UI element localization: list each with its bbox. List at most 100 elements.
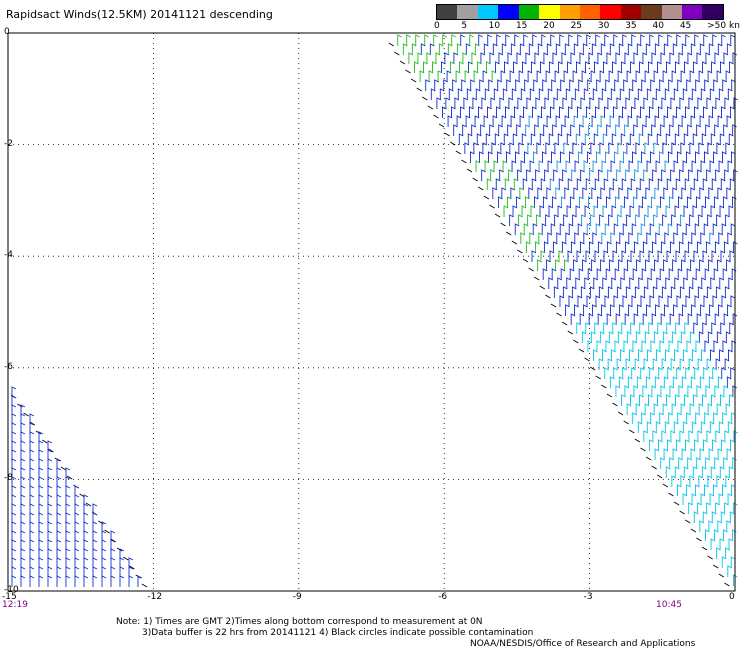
wind-barb: [633, 313, 639, 325]
wind-barb: [724, 430, 730, 442]
wind-barb: [726, 187, 732, 199]
wind-barb: [700, 232, 706, 244]
wind-barb: [428, 70, 434, 82]
wind-barb: [660, 124, 665, 136]
wind-barb: [624, 313, 630, 325]
wind-barb: [630, 322, 635, 334]
wind-barb: [38, 557, 44, 569]
wind-barb: [92, 575, 98, 587]
wind-barb: [692, 466, 698, 478]
wind-barb: [434, 79, 439, 91]
wind-barb: [690, 187, 696, 199]
wind-barb: [613, 295, 619, 307]
wind-barb: [633, 52, 639, 64]
legend-label: 45: [679, 21, 692, 31]
wind-barb: [629, 277, 634, 289]
wind-barb: [558, 178, 564, 190]
x-tick-label: -12: [147, 592, 163, 602]
wind-barb: [599, 214, 604, 226]
wind-speed-legend: 0 5 10 15 20 25 30 35 40 45 >50 knots: [434, 4, 740, 33]
wind-barb: [718, 421, 724, 433]
wind-barb: [724, 169, 729, 181]
wind-barb: [515, 79, 520, 91]
wind-barb: [715, 286, 721, 298]
wind-barb: [694, 106, 699, 118]
wind-barb: [652, 286, 658, 298]
wind-barb: [718, 160, 724, 172]
wind-barb: [635, 331, 641, 343]
wind-barb-edge: [66, 475, 73, 480]
wind-barb: [702, 394, 707, 406]
wind-barb: [448, 88, 454, 100]
wind-barb: [571, 97, 577, 109]
wind-barb: [643, 358, 649, 370]
legend-swatch: [518, 5, 540, 19]
wind-barb-edge: [707, 555, 713, 560]
wind-barb: [83, 494, 89, 506]
wind-barb: [620, 349, 625, 361]
wind-barb-edge: [416, 87, 422, 92]
wind-barb: [676, 106, 681, 118]
wind-barb: [716, 214, 721, 226]
wind-barb: [676, 34, 681, 46]
wind-barb: [65, 539, 71, 551]
wind-barb: [447, 115, 453, 127]
wind-barb: [579, 52, 585, 64]
wind-barb: [573, 187, 579, 199]
wind-barb: [592, 232, 598, 244]
wind-barb: [639, 394, 644, 406]
wind-barb: [696, 385, 702, 397]
wind-barb: [47, 548, 53, 560]
wind-barb: [585, 322, 590, 334]
wind-barb: [669, 241, 675, 253]
wind-barb: [606, 241, 612, 253]
wind-barb: [581, 331, 587, 343]
wind-barb: [506, 196, 512, 208]
wind-barb: [452, 79, 457, 91]
wind-barb: [417, 52, 423, 64]
wind-barb: [695, 268, 701, 280]
wind-barb: [620, 277, 625, 289]
wind-barb: [679, 358, 685, 370]
wind-barb: [720, 250, 726, 262]
wind-barb: [20, 539, 26, 551]
wind-barb: [727, 565, 733, 577]
wind-barb: [494, 133, 500, 145]
wind-barb: [659, 340, 665, 352]
wind-barb: [469, 34, 474, 46]
wind-barb: [631, 223, 637, 235]
wind-barb: [658, 439, 663, 451]
wind-barb: [532, 34, 537, 46]
legend-label: 20: [543, 21, 555, 31]
wind-barb: [680, 403, 686, 415]
wind-barb: [561, 241, 567, 253]
wind-barb: [657, 178, 663, 190]
wind-barb: [519, 115, 525, 127]
wind-barb: [482, 70, 488, 82]
wind-barb: [729, 322, 734, 334]
wind-barb: [597, 313, 603, 325]
wind-barb: [716, 547, 721, 559]
x-tick-label: -9: [292, 592, 302, 602]
wind-barb: [47, 575, 53, 587]
wind-barb: [718, 88, 724, 100]
wind-barb: [577, 106, 582, 118]
wind-barb: [437, 70, 443, 82]
wind-barb: [713, 196, 719, 208]
wind-barb: [615, 385, 621, 397]
wind-barb: [720, 178, 726, 190]
wind-barb: [603, 322, 608, 334]
wind-barb: [688, 169, 693, 181]
wind-barb: [634, 97, 640, 109]
wind-barb: [691, 493, 697, 505]
wind-barb: [692, 205, 698, 217]
wind-barb: [20, 413, 26, 425]
wind-barb-edge: [141, 583, 148, 588]
wind-barb: [698, 70, 704, 82]
wind-barb: [675, 178, 681, 190]
wind-barb: [603, 61, 608, 73]
wind-barb: [646, 160, 652, 172]
x-tick-label: -6: [438, 592, 448, 602]
wind-barb: [726, 520, 732, 532]
